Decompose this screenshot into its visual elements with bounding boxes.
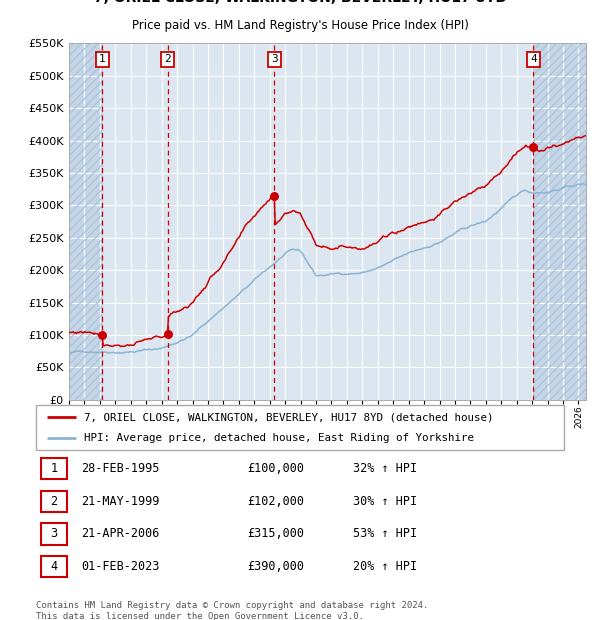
Text: 2: 2	[164, 55, 171, 64]
Text: 4: 4	[50, 560, 58, 573]
FancyBboxPatch shape	[41, 556, 67, 577]
Text: 32% ↑ HPI: 32% ↑ HPI	[353, 463, 417, 476]
Bar	[69, 43, 103, 400]
Text: 21-APR-2006: 21-APR-2006	[81, 528, 159, 541]
Text: 3: 3	[50, 528, 58, 541]
Text: £102,000: £102,000	[247, 495, 304, 508]
Text: 7, ORIEL CLOSE, WALKINGTON, BEVERLEY, HU17 8YD: 7, ORIEL CLOSE, WALKINGTON, BEVERLEY, HU…	[94, 0, 506, 5]
Text: £390,000: £390,000	[247, 560, 304, 573]
Bar	[69, 43, 103, 400]
Text: 30% ↑ HPI: 30% ↑ HPI	[353, 495, 417, 508]
Text: 2: 2	[50, 495, 58, 508]
Text: 1: 1	[99, 55, 106, 64]
Text: HPI: Average price, detached house, East Riding of Yorkshire: HPI: Average price, detached house, East…	[83, 433, 473, 443]
Bar	[533, 43, 586, 400]
Bar	[533, 43, 586, 400]
FancyBboxPatch shape	[36, 405, 564, 450]
Text: 7, ORIEL CLOSE, WALKINGTON, BEVERLEY, HU17 8YD (detached house): 7, ORIEL CLOSE, WALKINGTON, BEVERLEY, HU…	[83, 412, 493, 422]
FancyBboxPatch shape	[41, 523, 67, 544]
Text: 28-FEB-1995: 28-FEB-1995	[81, 463, 159, 476]
Text: 4: 4	[530, 55, 537, 64]
Text: £315,000: £315,000	[247, 528, 304, 541]
Text: Contains HM Land Registry data © Crown copyright and database right 2024.
This d: Contains HM Land Registry data © Crown c…	[36, 601, 428, 620]
FancyBboxPatch shape	[41, 491, 67, 512]
Text: 53% ↑ HPI: 53% ↑ HPI	[353, 528, 417, 541]
Text: 01-FEB-2023: 01-FEB-2023	[81, 560, 159, 573]
Text: £100,000: £100,000	[247, 463, 304, 476]
FancyBboxPatch shape	[41, 458, 67, 479]
Text: 21-MAY-1999: 21-MAY-1999	[81, 495, 159, 508]
Text: 3: 3	[271, 55, 278, 64]
Text: Price paid vs. HM Land Registry's House Price Index (HPI): Price paid vs. HM Land Registry's House …	[131, 19, 469, 32]
Text: 1: 1	[50, 463, 58, 476]
Text: 20% ↑ HPI: 20% ↑ HPI	[353, 560, 417, 573]
